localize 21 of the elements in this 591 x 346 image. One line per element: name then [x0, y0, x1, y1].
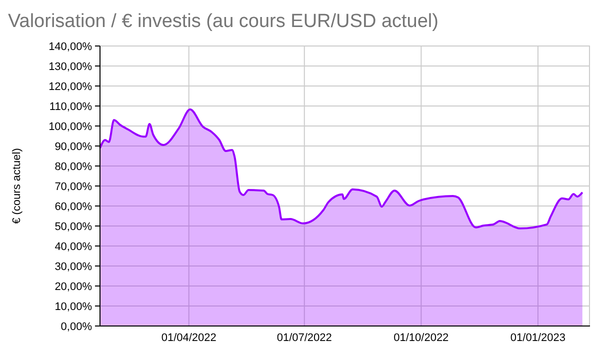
x-tick-label: 01/07/2022 [276, 332, 332, 344]
y-tick-label: 70,00% [54, 180, 92, 193]
y-tick-label: 80,00% [54, 160, 92, 173]
y-tick-label: 60,00% [54, 200, 92, 213]
y-tick-label: 110,00% [49, 100, 92, 113]
y-tick-label: 90,00% [54, 140, 92, 153]
y-tick-label: 40,00% [54, 240, 92, 253]
y-tick-label: 130,00% [48, 60, 92, 73]
y-tick-label: 100,00% [48, 120, 92, 133]
x-tick-label: 01/01/2023 [510, 332, 566, 344]
y-tick-label: 50,00% [54, 220, 92, 233]
y-tick-label: 140,00% [48, 40, 92, 53]
x-tick-label: 01/04/2022 [161, 332, 216, 344]
y-tick-label: 20,00% [54, 280, 92, 293]
y-tick-label: 120,00% [48, 80, 92, 93]
y-tick-label: 30,00% [54, 260, 92, 273]
y-axis-title: € (cours actuel) [11, 148, 23, 224]
y-tick-label: 10,00% [54, 300, 92, 313]
y-tick-label: 0,00% [60, 320, 92, 333]
chart-title: Valorisation / € investis (au cours EUR/USD actuel) [8, 11, 438, 32]
x-tick-label: 01/10/2022 [394, 332, 449, 344]
